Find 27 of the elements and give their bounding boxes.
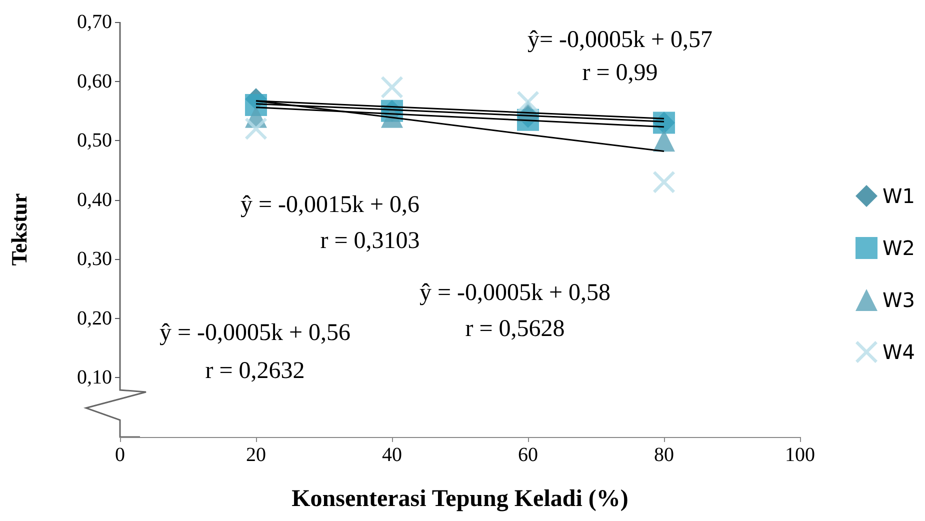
legend-label: W4 xyxy=(882,340,915,364)
y-tick-label: 0,30 xyxy=(77,248,112,270)
y-tick-label: 0,60 xyxy=(77,70,112,92)
x-tick-label: 60 xyxy=(518,444,538,466)
annotation: r = 0,2632 xyxy=(205,358,305,384)
annotation: ŷ = -0,0015k + 0,6 xyxy=(240,192,420,218)
y-tick-label: 0,70 xyxy=(77,11,112,33)
legend-label: W3 xyxy=(882,288,915,312)
y-tick-label: 0,10 xyxy=(77,366,112,389)
x-tick-label: 40 xyxy=(382,444,402,466)
legend-label: W2 xyxy=(882,236,915,260)
y-tick-label: 0,50 xyxy=(77,130,112,152)
annotation: ŷ = -0,0005k + 0,58 xyxy=(419,280,611,306)
x-tick-label: 80 xyxy=(654,444,674,466)
legend-label: W1 xyxy=(882,184,915,208)
annotation: ŷ = -0,0005k + 0,56 xyxy=(159,320,351,346)
annotation: r = 0,99 xyxy=(582,60,658,86)
x-axis-title: Konsenterasi Tepung Keladi (%) xyxy=(292,486,628,512)
annotation: r = 0,3103 xyxy=(320,228,420,254)
y-tick-label: 0,40 xyxy=(77,188,112,211)
x-tick-label: 100 xyxy=(785,444,815,466)
annotation: ŷ= -0,0005k + 0,57 xyxy=(527,27,713,53)
x-tick-label: 0 xyxy=(115,444,125,466)
y-axis-title: Tekstur xyxy=(6,192,32,266)
y-tick-label: 0,20 xyxy=(77,307,112,330)
x-tick-label: 20 xyxy=(246,444,266,466)
annotation: r = 0,5628 xyxy=(465,316,565,342)
